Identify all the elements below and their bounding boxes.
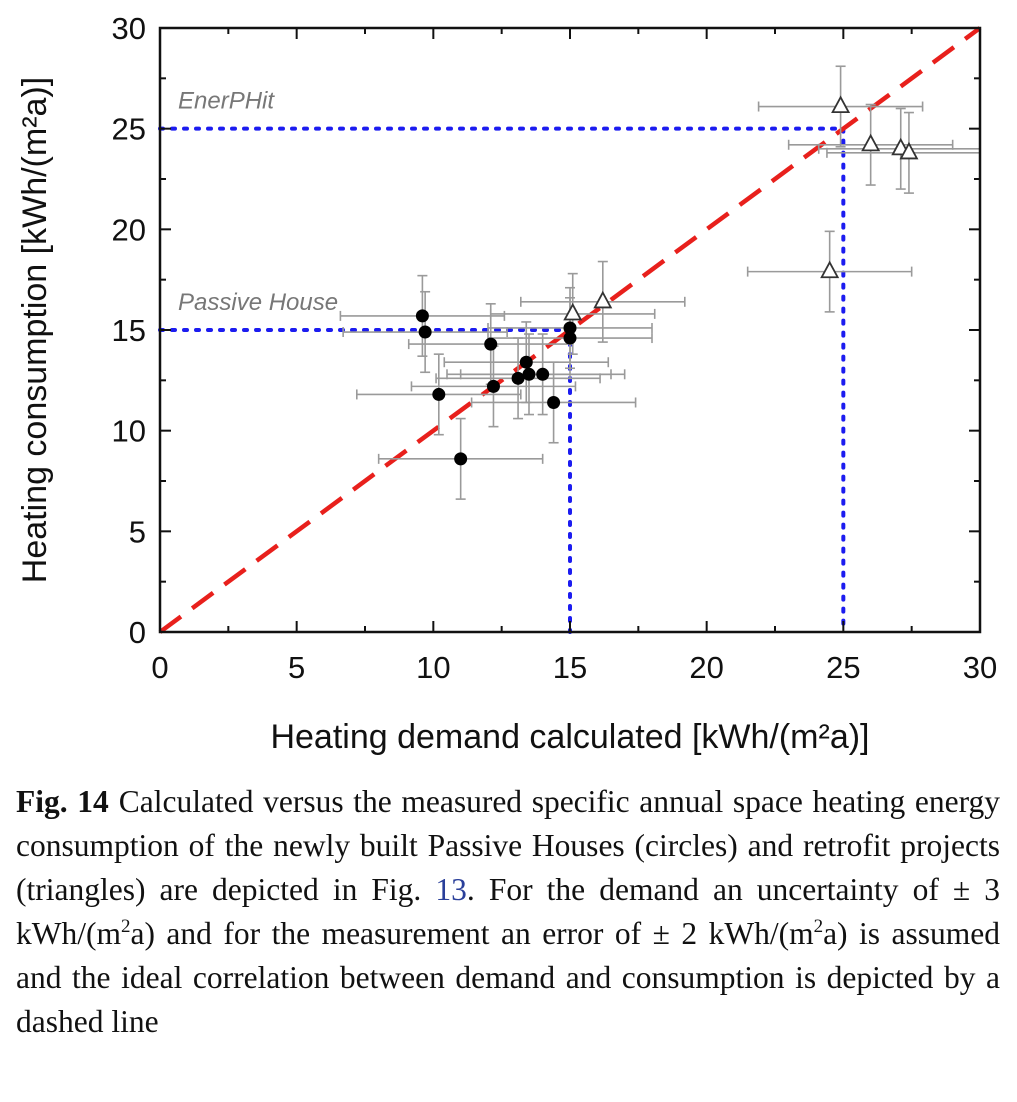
data-point-triangle: [820, 260, 840, 279]
data-point-circle: [432, 387, 446, 401]
caption-text-3: a) and for the measurement an error of ±…: [130, 916, 814, 951]
data-point-circle: [522, 367, 536, 381]
data-point-circle: [415, 309, 429, 323]
x-axis-title: Heating demand calculated [kWh/(m²a)]: [270, 718, 869, 756]
scatter-chart: EnerPHit Passive House 0 5 10 15 20 25 30 0 5 10 15…: [16, 11, 997, 756]
data-point-circle: [563, 331, 577, 345]
data-point-circle: [536, 367, 550, 381]
data-point-circle: [454, 452, 468, 466]
caption-superscript-2: 2: [813, 916, 824, 937]
ideal-correlation-line: [158, 26, 982, 634]
y-tick-label: 5: [129, 514, 146, 549]
y-tick-label: 20: [112, 212, 146, 247]
caption-superscript-1: 2: [120, 916, 131, 937]
x-tick-label: 15: [553, 650, 587, 685]
data-point-circle: [484, 337, 498, 351]
y-tick-label: 15: [112, 313, 146, 348]
data-point-circle: [547, 395, 561, 409]
x-tick-label: 5: [288, 650, 305, 685]
x-tick-label: 0: [151, 650, 168, 685]
y-tick-label: 25: [112, 112, 146, 147]
caption-text-1: Calculated versus the measured specific …: [16, 784, 1000, 907]
caption-text-4: a) is assumed and the ideal correlation …: [16, 916, 1001, 1039]
x-tick-label: 10: [416, 650, 450, 685]
figure-caption: Fig. 14 Calculated versus the measured sp…: [16, 780, 1000, 1044]
data-point-circle: [418, 325, 432, 339]
ref-label-passive-house: Passive House: [178, 289, 338, 316]
y-axis-title: Heating consumption [kWh/(m²a)]: [16, 77, 54, 583]
figure-reference-link[interactable]: 13: [435, 872, 467, 907]
data-point-triangle: [861, 133, 881, 152]
ref-label-enerphit: EnerPHit: [178, 88, 275, 115]
axis-labels: 0 5 10 15 20 25 30 0 5 10 15 20 25 30 Heating demand c…: [16, 11, 997, 756]
data-point-circle: [563, 321, 577, 335]
y-tick-label: 30: [112, 11, 146, 46]
data-points: [415, 95, 919, 466]
ideal-line: [158, 26, 982, 634]
data-point-triangle: [831, 95, 851, 114]
data-point-triangle: [563, 302, 583, 321]
data-point-triangle: [593, 290, 613, 309]
data-point-triangle: [899, 141, 919, 160]
caption-text-2: . For the demand an uncertainty of ± 3 k…: [16, 872, 1000, 951]
x-tick-label: 25: [826, 650, 860, 685]
y-tick-label: 10: [112, 414, 146, 449]
figure-number: Fig. 14: [16, 784, 109, 819]
data-point-circle: [511, 371, 525, 385]
data-point-circle: [486, 379, 500, 393]
error-bars: [339, 65, 981, 500]
y-tick-label: 0: [129, 615, 146, 650]
x-tick-label: 20: [689, 650, 723, 685]
reference-lines: EnerPHit Passive House: [158, 88, 846, 634]
x-tick-label: 30: [963, 650, 997, 685]
data-point-circle: [519, 355, 533, 369]
axes: [158, 26, 982, 634]
